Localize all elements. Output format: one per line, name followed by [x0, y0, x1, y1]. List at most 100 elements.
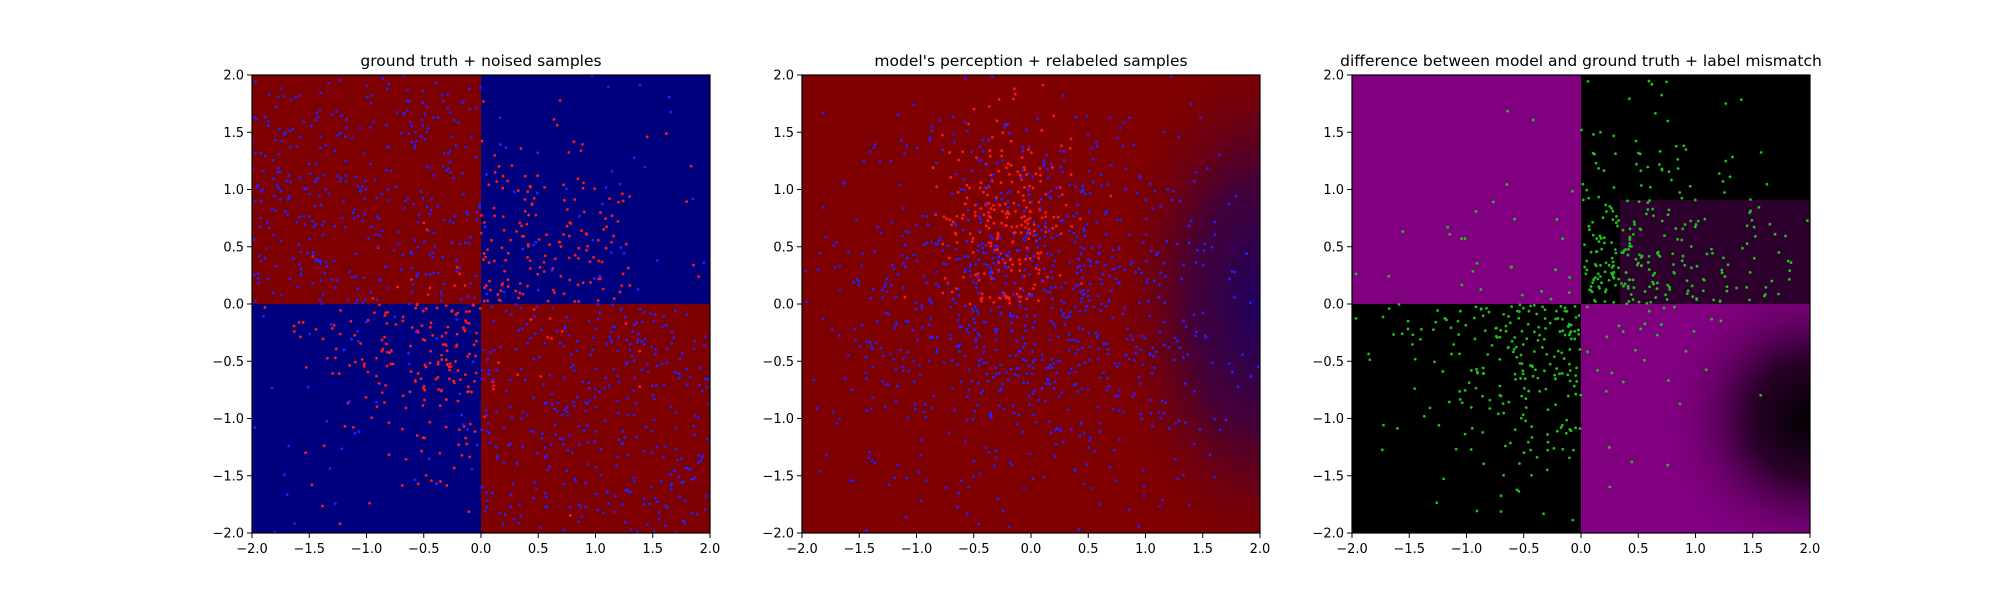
data-point: [482, 258, 485, 262]
data-point: [364, 320, 368, 324]
data-point: [1433, 360, 1436, 364]
data-point: [552, 118, 556, 121]
data-point: [356, 330, 360, 333]
data-point: [957, 293, 961, 297]
data-point: [287, 195, 291, 198]
data-point: [689, 467, 692, 471]
data-point: [978, 186, 982, 190]
data-point: [1114, 395, 1118, 398]
data-point: [1011, 240, 1015, 244]
data-point: [1127, 357, 1131, 361]
data-point: [1033, 343, 1037, 347]
data-point: [1158, 505, 1162, 508]
data-point: [1556, 316, 1560, 320]
data-point: [400, 427, 404, 431]
data-point: [1655, 287, 1659, 290]
data-point: [988, 271, 992, 275]
data-point: [572, 369, 576, 372]
data-point: [1041, 83, 1045, 87]
data-point: [942, 361, 946, 364]
data-point: [334, 110, 338, 113]
data-point: [705, 385, 709, 389]
data-point: [1137, 174, 1141, 178]
data-point: [612, 367, 616, 371]
data-point: [623, 315, 627, 319]
data-point: [1042, 267, 1046, 271]
data-point: [975, 156, 978, 160]
data-point: [1176, 339, 1180, 343]
data-point: [1134, 345, 1138, 349]
data-point: [1503, 444, 1507, 448]
data-point: [558, 437, 562, 441]
data-point: [989, 308, 993, 312]
data-point: [497, 361, 500, 365]
data-point: [1013, 282, 1017, 285]
data-point: [591, 238, 595, 242]
data-point: [894, 295, 898, 299]
data-point: [998, 250, 1002, 254]
data-point: [1632, 220, 1636, 224]
data-point: [624, 489, 628, 493]
data-point: [373, 311, 376, 315]
data-point: [531, 396, 535, 399]
data-point: [261, 188, 265, 191]
data-point: [480, 377, 484, 381]
data-point: [1086, 294, 1090, 298]
data-point: [1573, 329, 1577, 333]
data-point: [259, 216, 263, 220]
data-point: [1345, 339, 1348, 342]
data-point: [1108, 465, 1112, 469]
data-point: [960, 325, 964, 328]
data-point: [431, 333, 435, 337]
data-point: [988, 413, 992, 417]
data-point: [280, 139, 284, 143]
data-point: [1037, 200, 1041, 204]
data-point: [526, 341, 529, 345]
data-point: [582, 181, 585, 185]
data-point: [344, 159, 348, 163]
data-point: [1080, 387, 1084, 391]
data-point: [1051, 264, 1055, 268]
data-point: [421, 196, 425, 200]
data-point: [664, 524, 667, 528]
data-point: [1634, 139, 1638, 143]
data-point: [506, 278, 510, 282]
data-point: [1032, 326, 1035, 329]
data-point: [964, 77, 968, 81]
data-point: [1008, 258, 1012, 262]
data-point: [1043, 234, 1047, 238]
data-point: [921, 214, 924, 218]
data-point: [266, 124, 270, 127]
data-point: [518, 282, 522, 285]
data-point: [1665, 298, 1669, 301]
data-point: [392, 248, 396, 252]
data-point: [988, 274, 992, 278]
data-point: [1040, 278, 1044, 282]
data-point: [408, 120, 412, 124]
data-point: [367, 237, 370, 240]
data-point: [965, 328, 969, 332]
data-point: [1035, 240, 1039, 244]
data-point: [1406, 319, 1410, 323]
data-point: [935, 185, 939, 189]
data-point: [485, 505, 489, 509]
data-point: [1027, 145, 1031, 149]
data-point: [887, 312, 890, 316]
data-point: [509, 238, 512, 242]
data-point: [566, 414, 570, 418]
data-point: [1345, 387, 1348, 390]
data-point: [542, 270, 546, 273]
data-point: [440, 334, 444, 338]
data-point: [924, 478, 928, 482]
data-point: [424, 307, 428, 311]
data-point: [354, 275, 358, 279]
data-point: [686, 466, 690, 470]
data-point: [1568, 456, 1571, 460]
data-point: [991, 375, 995, 379]
data-point: [921, 326, 925, 330]
data-point: [405, 109, 409, 112]
data-point: [1025, 129, 1029, 132]
data-point: [421, 436, 425, 440]
data-point: [632, 359, 636, 363]
data-point: [542, 382, 546, 386]
